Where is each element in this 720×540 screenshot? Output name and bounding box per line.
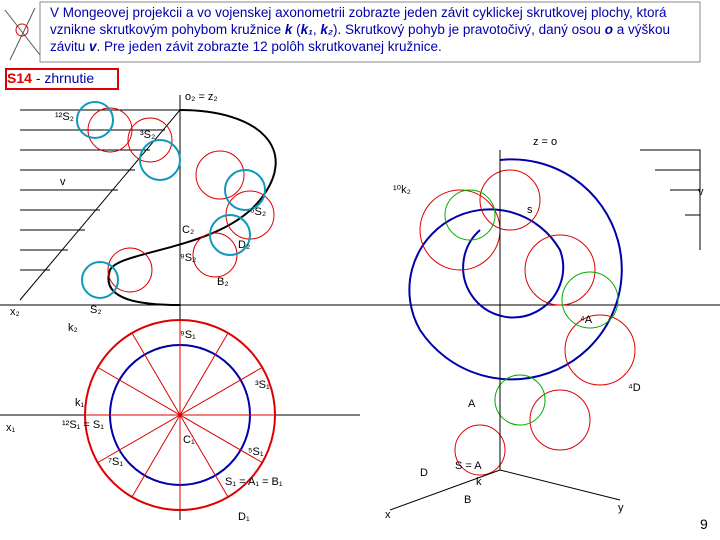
label: x bbox=[385, 509, 391, 521]
label: ⁹S₁ bbox=[180, 329, 196, 341]
label: ⁷S₁ bbox=[108, 456, 123, 468]
circles-front bbox=[87, 107, 275, 293]
task-text-part: ). Skrutkový pohyb je pravotočivý, daný … bbox=[333, 22, 605, 37]
construction bbox=[0, 1, 720, 520]
label: ¹²S₁ = S₁ bbox=[62, 419, 104, 431]
spiral bbox=[408, 158, 623, 381]
label: B bbox=[464, 494, 471, 506]
task-text-part: o bbox=[604, 22, 613, 37]
badge-code: S14 bbox=[7, 70, 32, 86]
label: ⁹S₂ bbox=[180, 252, 196, 264]
label: A bbox=[468, 398, 476, 410]
label: s bbox=[527, 204, 533, 216]
page-number: 9 bbox=[700, 516, 708, 532]
header-frame bbox=[39, 1, 701, 63]
axis-x bbox=[389, 469, 501, 511]
label: D₂ bbox=[238, 239, 250, 251]
task-text-part: , bbox=[312, 22, 321, 37]
label: C₂ bbox=[182, 224, 194, 236]
label: ⁵S₁ bbox=[248, 446, 264, 458]
task-text-part: k bbox=[284, 22, 293, 37]
badge: S14 - zhrnutie bbox=[5, 68, 119, 90]
axis-y bbox=[499, 469, 621, 501]
task-text: V Mongeovej projekcii a vo vojenskej axo… bbox=[50, 4, 700, 55]
radials bbox=[85, 320, 275, 510]
label: y bbox=[618, 502, 624, 514]
circles-blue bbox=[76, 101, 266, 299]
task-text-part: v bbox=[89, 39, 97, 54]
label: S₁ = A₁ = B₁ bbox=[225, 476, 283, 488]
badge-text: - zhrnutie bbox=[35, 70, 95, 86]
label: z = o bbox=[533, 136, 557, 148]
label: D₁ bbox=[238, 511, 250, 523]
label: C₁ bbox=[183, 434, 195, 446]
label: S₂ bbox=[90, 304, 102, 316]
task-text-part: a výškou závitu bbox=[50, 22, 670, 54]
label: ¹⁰k₂ bbox=[393, 184, 411, 196]
label: v bbox=[698, 186, 704, 198]
label: k₁ bbox=[75, 397, 85, 409]
label: ³S₁ bbox=[255, 379, 270, 391]
task-text-part: k₂ bbox=[320, 22, 334, 37]
label: v bbox=[60, 176, 66, 188]
label: ⁶S₂ bbox=[250, 206, 266, 218]
task-text-part: ( bbox=[292, 22, 301, 37]
task-text-part: k₁ bbox=[300, 22, 313, 37]
label: k bbox=[476, 476, 482, 488]
label: ³S₂ bbox=[140, 129, 155, 141]
label: D bbox=[420, 467, 428, 479]
label: o₂ = z₂ bbox=[185, 91, 218, 103]
circles-green bbox=[444, 189, 619, 426]
label: B₂ bbox=[217, 276, 229, 288]
label: ¹²S₂ bbox=[55, 111, 74, 123]
task-text-part: V Mongeovej projekcii a vo vojenskej axo… bbox=[50, 5, 667, 37]
task-text-part: . Pre jeden závit zobrazte 12 polôh skru… bbox=[96, 39, 442, 54]
label: k₂ bbox=[68, 322, 78, 334]
label: S = A bbox=[455, 460, 482, 472]
compass-icon bbox=[4, 7, 41, 61]
label: ⁴A bbox=[580, 314, 593, 326]
label: x₁ bbox=[6, 422, 16, 434]
hatching bbox=[19, 109, 701, 301]
label: x₂ bbox=[10, 306, 20, 318]
label: ⁴D bbox=[628, 382, 641, 394]
